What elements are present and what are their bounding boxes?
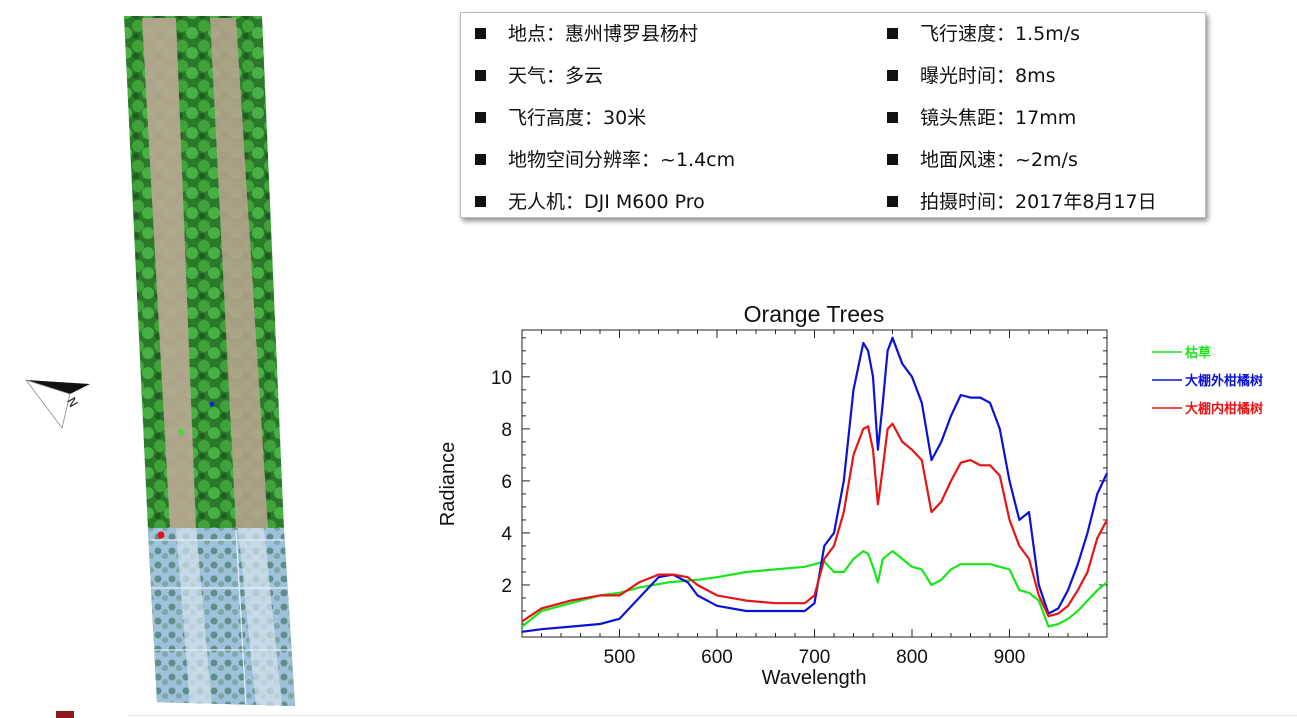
info-item-flight-height: 飞行高度：30米 <box>475 106 646 130</box>
bullet-icon <box>475 28 486 39</box>
legend-label-3: 大棚内柑橘树 <box>1185 401 1263 417</box>
bullet-icon <box>887 70 898 81</box>
bullet-icon <box>887 154 898 165</box>
legend-label-2: 大棚外柑橘树 <box>1185 373 1263 389</box>
bullet-icon <box>887 112 898 123</box>
y-tick-label: 10 <box>491 368 512 389</box>
bullet-icon <box>887 28 898 39</box>
x-tick-label: 700 <box>799 647 831 668</box>
info-item-weather: 天气：多云 <box>475 64 603 88</box>
series-line-1 <box>521 550 1108 628</box>
x-tick-label: 500 <box>604 647 636 668</box>
info-item-drone: 无人机：DJI M600 Pro <box>475 190 705 214</box>
footer-mark <box>56 711 74 718</box>
north-arrow-icon: N <box>24 379 90 429</box>
legend-label-1: 枯草 <box>1185 345 1211 361</box>
chart-title: Orange Trees <box>744 301 885 327</box>
series-line-3 <box>521 422 1108 623</box>
x-tick-label: 600 <box>701 647 733 668</box>
info-item-flight-speed: 飞行速度：1.5m/s <box>887 22 1080 46</box>
info-item-resolution: 地物空间分辨率：~1.4cm <box>475 148 735 172</box>
bullet-icon <box>475 112 486 123</box>
bullet-icon <box>475 70 486 81</box>
green-sample-dot <box>178 429 184 435</box>
x-tick-label: 800 <box>896 647 928 668</box>
info-item-capture-date: 拍摄时间：2017年8月17日 <box>887 190 1157 214</box>
blue-sample-dot <box>209 401 215 407</box>
bullet-icon <box>887 196 898 207</box>
y-tick-label: 4 <box>501 524 512 545</box>
info-item-focal-length: 镜头焦距：17mm <box>887 106 1076 130</box>
info-box: 地点：惠州博罗县杨村 天气：多云 飞行高度：30米 地物空间分辨率：~1.4cm… <box>460 12 1206 218</box>
radiance-chart: Orange Trees Wavelength Radiance 500 600 7… <box>437 301 1263 689</box>
x-axis-label: Wavelength <box>762 667 867 689</box>
y-tick-label: 8 <box>501 420 512 441</box>
red-sample-dot <box>157 531 165 539</box>
info-item-location: 地点：惠州博罗县杨村 <box>475 22 698 46</box>
aerial-image <box>124 16 295 706</box>
info-item-exposure: 曝光时间：8ms <box>887 64 1056 88</box>
series-line-2 <box>521 336 1108 633</box>
bullet-icon <box>475 196 486 207</box>
info-item-wind-speed: 地面风速：~2m/s <box>887 148 1078 172</box>
x-tick-label: 900 <box>994 647 1026 668</box>
footer-divider <box>128 715 1297 716</box>
y-axis-label: Radiance <box>437 442 459 527</box>
bullet-icon <box>475 154 486 165</box>
y-tick-label: 2 <box>501 576 512 597</box>
y-tick-label: 6 <box>501 472 512 493</box>
